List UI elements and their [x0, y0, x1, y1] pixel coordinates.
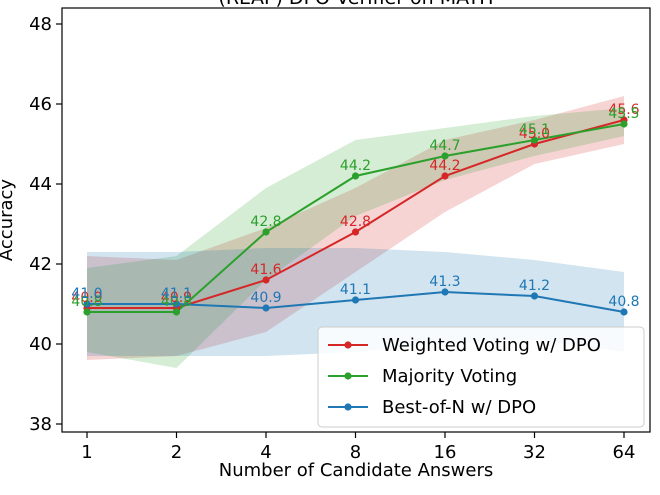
chart-title: (REAP) DPO-Verifier on MATH — [218, 0, 493, 9]
data-label-majority-voting: 44.7 — [429, 138, 460, 154]
data-label-weighted-voting-w-dpo: 40.9 — [71, 290, 102, 306]
legend-marker — [344, 341, 352, 349]
data-label-best-of-n-w-dpo: 41.1 — [340, 282, 371, 298]
y-axis-ticks: 38 40 42 44 46 48 — [29, 14, 62, 435]
y-tick-label: 38 — [29, 414, 52, 435]
data-label-weighted-voting-w-dpo: 45.0 — [519, 126, 550, 142]
x-tick-label: 16 — [434, 442, 457, 463]
point-majority-voting — [83, 308, 91, 316]
legend: Weighted Voting w/ DPO Majority Voting Bes… — [317, 326, 645, 428]
data-label-majority-voting: 45.5 — [608, 106, 639, 122]
x-tick-label: 64 — [613, 442, 636, 463]
data-label-best-of-n-w-dpo: 41.3 — [429, 274, 460, 290]
y-tick-label: 46 — [29, 94, 52, 115]
y-axis-label: Accuracy — [0, 179, 17, 262]
legend-label: Best-of-N w/ DPO — [382, 397, 536, 418]
point-majority-voting — [262, 228, 270, 236]
data-label-majority-voting: 40.8 — [161, 294, 192, 310]
x-tick-label: 32 — [523, 442, 546, 463]
legend-label: Weighted Voting w/ DPO — [382, 335, 601, 356]
x-axis-ticks: 1 2 4 8 16 32 64 — [81, 432, 635, 463]
data-label-best-of-n-w-dpo: 40.8 — [608, 294, 639, 310]
point-best-of-n-w-dpo — [262, 304, 270, 312]
y-tick-label: 44 — [29, 174, 52, 195]
data-label-best-of-n-w-dpo: 41.1 — [161, 286, 192, 302]
legend-label: Majority Voting — [382, 366, 517, 387]
x-tick-label: 2 — [171, 442, 182, 463]
series-points — [83, 116, 628, 316]
data-label-weighted-voting-w-dpo: 45.6 — [608, 102, 639, 118]
point-best-of-n-w-dpo — [83, 300, 91, 308]
x-axis-label: Number of Candidate Answers — [219, 460, 494, 481]
data-label-best-of-n-w-dpo: 41.2 — [519, 278, 550, 294]
point-majority-voting — [172, 308, 181, 316]
x-tick-label: 1 — [81, 442, 92, 463]
data-label-weighted-voting-w-dpo: 41.6 — [250, 262, 281, 278]
point-majority-voting — [620, 120, 628, 128]
x-tick-label: 8 — [350, 442, 361, 463]
point-majority-voting — [530, 136, 539, 144]
point-best-of-n-w-dpo — [530, 292, 539, 300]
point-weighted-voting-w-dpo — [351, 228, 360, 236]
point-best-of-n-w-dpo — [620, 308, 628, 316]
point-majority-voting — [351, 172, 360, 180]
y-tick-label: 40 — [29, 334, 52, 355]
point-best-of-n-w-dpo — [441, 288, 449, 296]
x-tick-label: 4 — [260, 442, 271, 463]
legend-marker — [344, 372, 352, 380]
legend-box — [317, 326, 645, 428]
data-label-majority-voting: 45.1 — [519, 122, 550, 138]
data-label-best-of-n-w-dpo: 40.9 — [250, 290, 281, 306]
y-tick-label: 42 — [29, 254, 52, 275]
point-best-of-n-w-dpo — [172, 300, 181, 308]
point-weighted-voting-w-dpo — [262, 276, 270, 284]
data-label-weighted-voting-w-dpo: 44.2 — [429, 158, 460, 174]
point-weighted-voting-w-dpo — [441, 172, 449, 180]
data-label-best-of-n-w-dpo: 41.0 — [71, 286, 102, 302]
data-label-majority-voting: 40.8 — [71, 294, 102, 310]
y-tick-label: 48 — [29, 14, 52, 35]
legend-marker — [344, 403, 352, 411]
band-majority-voting — [87, 108, 624, 368]
point-majority-voting — [441, 152, 449, 160]
data-label-majority-voting: 42.8 — [250, 214, 281, 230]
point-best-of-n-w-dpo — [351, 296, 360, 304]
data-label-weighted-voting-w-dpo: 42.8 — [340, 214, 371, 230]
data-labels: 40.9 40.9 41.6 42.8 44.2 45.0 45.6 40.8 40.8 42.8… — [71, 102, 639, 310]
data-label-majority-voting: 44.2 — [340, 158, 371, 174]
data-label-weighted-voting-w-dpo: 40.9 — [161, 290, 192, 306]
